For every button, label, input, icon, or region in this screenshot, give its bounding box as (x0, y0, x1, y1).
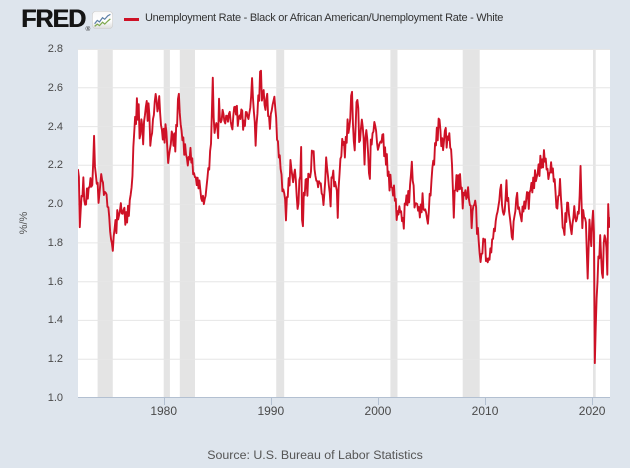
y-tick-label: 2.8 (47, 43, 63, 55)
y-tick-label: 2.2 (47, 159, 63, 172)
line-chart-icon (92, 11, 113, 29)
legend-line-marker (124, 17, 139, 21)
y-tick-label: 1.6 (47, 275, 63, 288)
recession-band (390, 49, 398, 398)
x-tick-mark (485, 398, 486, 405)
y-tick-label: 2.0 (47, 198, 63, 211)
fred-logo: FRED ® (21, 5, 113, 33)
recession-band (179, 49, 195, 398)
x-tick-mark (377, 398, 379, 405)
y-tick-label: 2.4 (47, 120, 63, 133)
x-tick-label: 2010 (471, 404, 499, 418)
x-tick-mark (163, 398, 165, 405)
y-tick-label: 1.4 (47, 314, 63, 327)
plot-area (78, 49, 610, 398)
x-tick-label: 2020 (578, 404, 606, 418)
source-note: Source: U.S. Bureau of Labor Statistics (207, 448, 423, 462)
recession-band (276, 49, 285, 398)
data-line (78, 69, 610, 365)
recession-band (97, 49, 113, 398)
y-tick-label: 1.0 (47, 392, 63, 404)
y-axis-title: %/% (18, 211, 30, 235)
ratio-line-chart (78, 49, 610, 398)
y-tick-label: 2.6 (47, 81, 63, 94)
x-tick-label: 1980 (150, 404, 178, 418)
x-tick-label: 2000 (364, 404, 392, 418)
recession-band (163, 49, 170, 398)
y-tick-label: 1.2 (47, 353, 63, 366)
legend-label: Unemployment Rate - Black or African Ame… (145, 12, 504, 24)
y-tick-label: 1.8 (47, 236, 63, 249)
registered-trademark-symbol: ® (85, 26, 91, 33)
x-tick-label: 1990 (257, 404, 285, 418)
fred-logo-text: FRED (21, 5, 86, 33)
x-tick-mark (270, 398, 272, 405)
x-tick-mark (592, 398, 594, 405)
